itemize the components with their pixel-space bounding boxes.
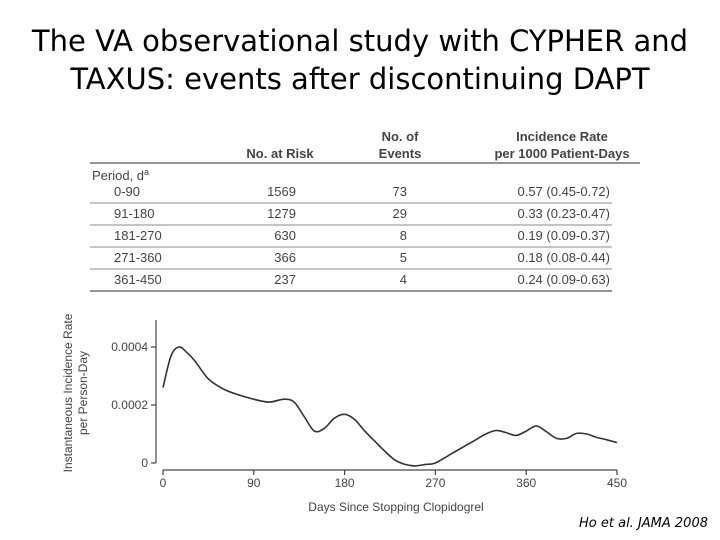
col-header-events-line2: Events (379, 146, 422, 161)
y-tick-label: 0.0002 (111, 398, 148, 412)
cell-period: 361-450 (114, 272, 162, 287)
x-tick-label: 180 (335, 476, 355, 490)
cell-events: 4 (400, 272, 407, 287)
cell-period: 91-180 (114, 206, 154, 221)
incidence-table: No. at Risk No. of Events Incidence Rate… (90, 129, 640, 292)
cell-rate: 0.24 (0.09-0.63) (517, 272, 610, 287)
cell-rate: 0.19 (0.09-0.37) (517, 228, 610, 243)
cell-at-risk: 630 (274, 228, 296, 243)
slide-title-line-2: TAXUS: events after discontinuing DAPT (70, 62, 650, 96)
x-ticks: 0 90 180 270 360 450 (160, 470, 627, 490)
cell-events: 73 (393, 184, 407, 199)
slide-title: The VA observational study with CYPHER a… (0, 22, 720, 98)
col-header-period: Period, da (92, 167, 149, 183)
cell-period: 0-90 (114, 184, 140, 199)
cell-at-risk: 1569 (267, 184, 296, 199)
x-axis-label: Days Since Stopping Clopidogrel (308, 500, 483, 514)
cell-events: 5 (400, 250, 407, 265)
col-header-rate-line1: Incidence Rate (516, 129, 608, 144)
cell-events: 8 (400, 228, 407, 243)
y-axis-label-line-1: Instantaneous Incidence Rate (61, 313, 75, 472)
col-header-period-label: Period, d (92, 168, 144, 183)
cell-rate: 0.57 (0.45-0.72) (517, 184, 610, 199)
cell-rate: 0.18 (0.08-0.44) (517, 250, 610, 265)
x-tick-label: 360 (516, 476, 536, 490)
x-tick-label: 0 (160, 476, 167, 490)
slide-title-line-1: The VA observational study with CYPHER a… (31, 24, 689, 58)
cell-at-risk: 366 (274, 250, 296, 265)
cell-events: 29 (393, 206, 407, 221)
cell-rate: 0.33 (0.23-0.47) (517, 206, 610, 221)
citation: Ho et al. JAMA 2008 (579, 516, 708, 531)
incidence-plot: Instantaneous Incidence Rate per Person-… (61, 313, 627, 514)
x-tick-label: 450 (607, 476, 627, 490)
x-tick-label: 270 (425, 476, 445, 490)
x-tick-label: 90 (247, 476, 261, 490)
y-ticks: 0 0.0002 0.0004 (111, 340, 156, 470)
y-axis-label-line-2: per Person-Day (76, 351, 90, 435)
cell-period: 181-270 (114, 228, 162, 243)
col-header-events-line1: No. of (382, 129, 419, 144)
y-tick-label: 0 (141, 456, 148, 470)
col-header-period-superscript: a (144, 167, 149, 177)
col-header-at-risk: No. at Risk (246, 146, 314, 161)
cell-period: 271-360 (114, 250, 162, 265)
y-tick-label: 0.0004 (111, 340, 148, 354)
col-header-rate-line2: per 1000 Patient-Days (494, 146, 629, 161)
cell-at-risk: 1279 (267, 206, 296, 221)
cell-at-risk: 237 (274, 272, 296, 287)
y-axis-label: Instantaneous Incidence Rate per Person-… (61, 313, 90, 472)
incidence-curve (162, 346, 618, 467)
